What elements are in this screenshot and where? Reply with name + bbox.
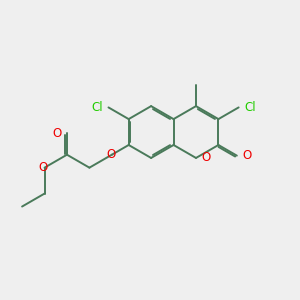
Text: O: O xyxy=(52,127,62,140)
Text: O: O xyxy=(106,148,115,161)
Text: O: O xyxy=(201,152,211,164)
Text: O: O xyxy=(242,149,251,162)
Text: Cl: Cl xyxy=(92,101,103,114)
Text: Cl: Cl xyxy=(244,101,256,114)
Text: O: O xyxy=(39,161,48,174)
